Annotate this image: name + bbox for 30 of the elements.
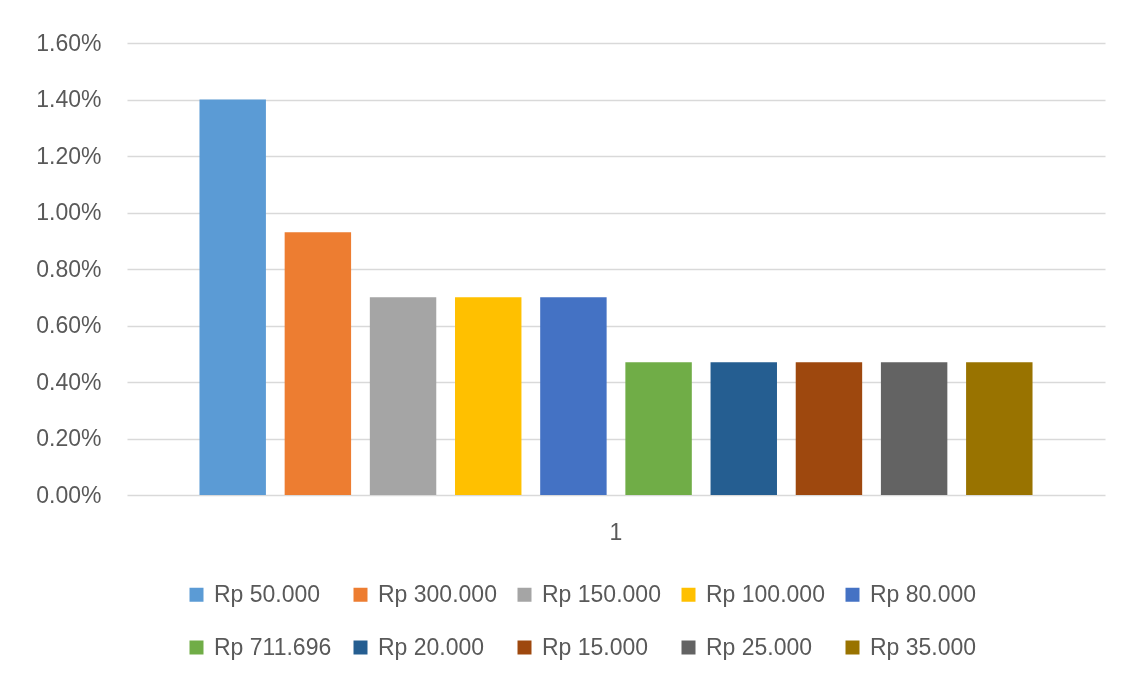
legend-label: Rp 80.000 xyxy=(870,580,977,607)
y-tick-label: 0.80% xyxy=(36,255,102,282)
bar xyxy=(284,232,352,495)
bar xyxy=(199,99,266,495)
x-tick-label: 1 xyxy=(609,518,623,545)
bar xyxy=(540,297,607,495)
legend-label: Rp 25.000 xyxy=(706,633,813,660)
bar xyxy=(455,297,522,495)
legend-label: Rp 100.000 xyxy=(706,580,825,607)
y-tick-label: 1.60% xyxy=(36,29,102,56)
bar xyxy=(966,362,1033,495)
legend-label: Rp 300.000 xyxy=(378,580,497,607)
y-tick-label: 0.20% xyxy=(36,425,102,451)
legend-label: Rp 15.000 xyxy=(542,633,649,660)
legend-label: Rp 150.000 xyxy=(542,580,661,607)
legend-label: Rp 35.000 xyxy=(870,633,977,660)
bar xyxy=(795,362,863,495)
y-tick-label: 1.20% xyxy=(36,142,102,169)
y-tick-label: 1.40% xyxy=(36,86,102,112)
bar xyxy=(710,362,777,495)
legend-label: Rp 50.000 xyxy=(214,580,321,607)
y-tick-label: 0.00% xyxy=(36,481,102,508)
bar xyxy=(369,297,437,495)
y-tick-label: 1.00% xyxy=(36,199,102,225)
bar xyxy=(880,362,948,495)
legend-label: Rp 20.000 xyxy=(378,633,485,660)
bar xyxy=(625,362,692,495)
legend-label: Rp 711.696 xyxy=(214,633,332,660)
y-tick-label: 0.40% xyxy=(36,368,102,395)
y-tick-label: 0.60% xyxy=(36,312,102,338)
